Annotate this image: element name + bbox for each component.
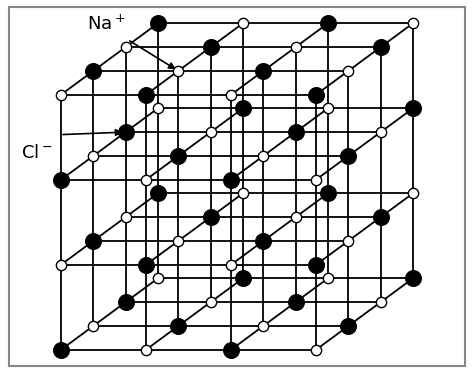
Text: Na$^+$: Na$^+$	[87, 15, 125, 34]
Point	[90, 323, 97, 329]
Point	[312, 92, 320, 98]
Point	[227, 262, 235, 268]
Point	[409, 20, 417, 26]
Point	[292, 299, 300, 305]
Point	[122, 299, 129, 305]
Point	[174, 68, 182, 74]
Point	[377, 44, 384, 50]
Point	[122, 44, 129, 50]
Point	[377, 299, 384, 305]
Point	[57, 262, 65, 268]
Point	[239, 20, 247, 26]
Point	[312, 177, 320, 183]
Point	[154, 190, 162, 196]
Point	[207, 44, 214, 50]
Point	[142, 262, 150, 268]
Point	[154, 20, 162, 26]
Point	[227, 177, 235, 183]
Point	[260, 68, 267, 74]
Point	[239, 105, 247, 111]
Point	[227, 347, 235, 353]
Point	[377, 129, 384, 135]
Point	[260, 323, 267, 329]
Point	[90, 153, 97, 159]
Point	[292, 214, 300, 220]
Point	[377, 214, 384, 220]
Point	[174, 238, 182, 244]
Point	[174, 323, 182, 329]
Point	[239, 275, 247, 281]
Point	[324, 275, 332, 281]
Point	[324, 105, 332, 111]
Point	[142, 177, 150, 183]
Point	[260, 153, 267, 159]
Text: Cl$^-$: Cl$^-$	[21, 144, 52, 162]
Point	[227, 92, 235, 98]
Point	[207, 214, 214, 220]
Point	[324, 20, 332, 26]
Point	[122, 129, 129, 135]
Point	[345, 238, 352, 244]
Point	[154, 275, 162, 281]
Point	[57, 177, 65, 183]
Point	[142, 347, 150, 353]
Point	[122, 214, 129, 220]
Point	[154, 105, 162, 111]
Point	[90, 68, 97, 74]
Point	[207, 299, 214, 305]
Point	[324, 190, 332, 196]
Point	[409, 190, 417, 196]
Point	[345, 153, 352, 159]
Point	[409, 275, 417, 281]
Point	[260, 238, 267, 244]
Point	[57, 92, 65, 98]
Point	[312, 347, 320, 353]
Point	[57, 347, 65, 353]
Point	[345, 68, 352, 74]
Point	[292, 129, 300, 135]
Point	[409, 105, 417, 111]
Point	[142, 92, 150, 98]
Point	[239, 190, 247, 196]
Point	[174, 153, 182, 159]
Point	[292, 44, 300, 50]
Point	[345, 323, 352, 329]
Point	[207, 129, 214, 135]
Point	[90, 238, 97, 244]
Point	[312, 262, 320, 268]
